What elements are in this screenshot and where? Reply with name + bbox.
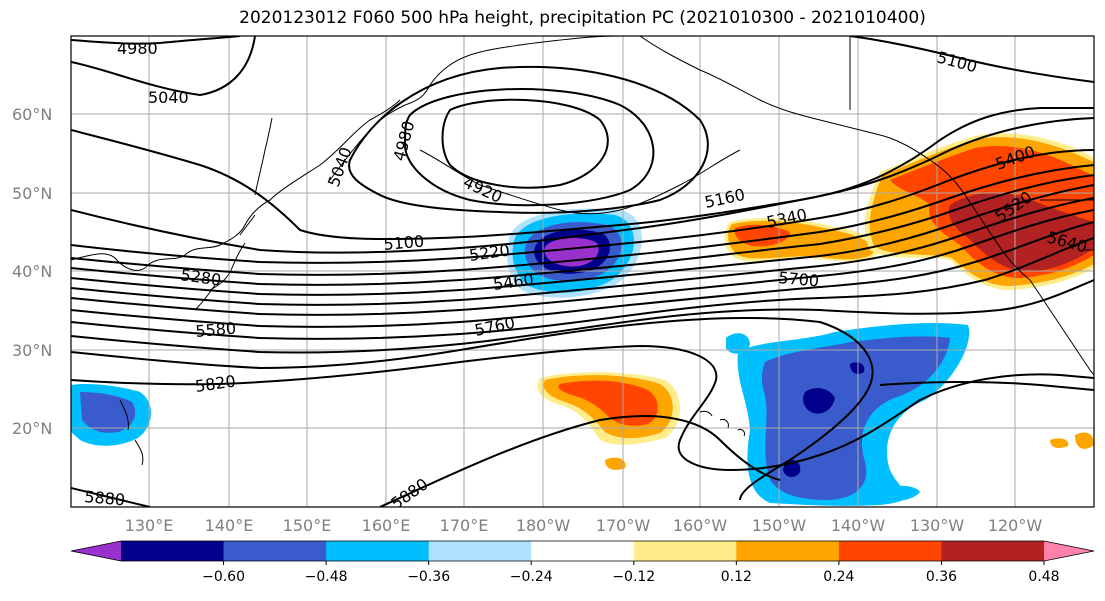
alaska-coast: [639, 36, 1031, 281]
contour-5880: [71, 415, 781, 507]
contour-5040-ring: [348, 65, 709, 214]
colorbar: −0.60 −0.48 −0.36 −0.24 −0.12 0.12 0.24 0.36 0.4…: [70, 540, 1095, 585]
colorbar-segment: [428, 541, 532, 561]
contour-5280: [71, 164, 1094, 276]
contour-4980-ring: [403, 87, 655, 207]
colorbar-segment: [121, 541, 225, 561]
colorbar-tick-label: 0.36: [926, 569, 957, 585]
map-area: 4980 5040 5040 4980 4920 5100 5100 5160 …: [71, 36, 1094, 509]
neg-anomaly-south-dark3: [850, 362, 865, 374]
contour-5220: [71, 149, 1094, 264]
lon-label: 140°E: [205, 516, 254, 535]
colorbar-segment: [223, 541, 327, 561]
colorbar-segment: [736, 541, 840, 561]
colorbar-tick-label: −0.36: [407, 569, 450, 585]
contour-label: 5100: [383, 232, 425, 254]
contour-5100-w: [71, 107, 1094, 241]
lon-label: 160°W: [673, 516, 728, 535]
philippines: [119, 399, 144, 466]
japan-islands: [194, 214, 256, 311]
colorbar-segment: [326, 541, 430, 561]
lon-label: 130°E: [125, 516, 174, 535]
colorbar-segment: [941, 541, 1045, 561]
colorbar-tick-label: −0.24: [510, 569, 553, 585]
lon-label: 160°E: [362, 516, 411, 535]
lon-label: 150°E: [283, 516, 332, 535]
latitude-labels: 60°N 50°N 40°N 30°N 20°N: [12, 105, 52, 438]
contour-5460: [71, 197, 1094, 306]
contour-label: 5040: [148, 88, 189, 107]
contour-5340: [71, 174, 1094, 286]
colorbar-tick-label: 0.12: [721, 569, 752, 585]
lon-label: 140°W: [831, 516, 886, 535]
height-contours: [71, 36, 1094, 507]
longitude-labels: 130°E 140°E 150°E 160°E 170°E 180°W 170°…: [125, 516, 1043, 535]
neg-anomaly-south-dark1: [803, 388, 835, 414]
pos-anomaly-subtrop-red: [558, 380, 658, 426]
colorbar-outline: [70, 540, 1095, 562]
colorbar-tick-label: 0.48: [1028, 569, 1059, 585]
north-america-coast: [1029, 279, 1094, 376]
colorbar-extend-low: [71, 541, 121, 561]
contour-label: 5700: [778, 268, 820, 290]
contour-5160: [71, 117, 1094, 254]
contour-5100-ne: [849, 36, 1094, 83]
lat-label: 30°N: [12, 341, 52, 360]
contour-5520: [71, 209, 1094, 316]
lon-label: 170°W: [596, 516, 651, 535]
contour-label: 4980: [117, 39, 158, 58]
pos-anomaly-small: [605, 457, 626, 470]
colorbar-segment: [838, 541, 942, 561]
lat-label: 60°N: [12, 105, 52, 124]
lon-label: 180°W: [516, 516, 571, 535]
lon-label: 120°W: [988, 516, 1043, 535]
map-title: 2020123012 F060 500 hPa height, precipit…: [239, 8, 926, 28]
colorbar-extend-high: [1044, 541, 1094, 561]
lat-label: 20°N: [12, 419, 52, 438]
lat-label: 40°N: [12, 262, 52, 281]
contour-5820: [71, 344, 1094, 472]
contour-5700: [71, 279, 1094, 354]
contour-5640: [71, 237, 1094, 340]
neg-anomaly-small2: [880, 485, 920, 501]
lon-label: 130°W: [910, 516, 965, 535]
lon-label: 150°W: [752, 516, 807, 535]
colorbar-tick-label: −0.48: [305, 569, 348, 585]
sakhalin: [254, 117, 273, 196]
pos-anomaly-small-east: [1050, 438, 1069, 448]
contour-label: 5880: [84, 487, 126, 509]
neg-anomaly-small1: [726, 333, 750, 354]
contour-label: 5580: [195, 319, 237, 341]
contour-5400: [71, 184, 1094, 296]
colorbar-segment: [633, 541, 737, 561]
contour-5580: [71, 221, 1094, 328]
colorbar-tick-label: −0.60: [202, 569, 245, 585]
hawaii-islands: [699, 410, 745, 437]
contour-5040-nw: [71, 36, 256, 97]
colorbar-segment: [531, 541, 635, 561]
lon-label: 170°E: [440, 516, 489, 535]
contour-4980-nw: [71, 36, 241, 45]
pos-anomaly-small-east2: [1075, 432, 1094, 449]
map-frame: [70, 35, 1095, 508]
lat-label: 50°N: [12, 184, 52, 203]
colorbar-tick-label: 0.24: [823, 569, 854, 585]
contour-4920: [441, 98, 609, 189]
east-asia-coast: [71, 99, 401, 271]
aleutian-islands: [419, 149, 741, 215]
colorbar-tick-label: −0.12: [612, 569, 655, 585]
contour-5760: [71, 316, 1094, 501]
